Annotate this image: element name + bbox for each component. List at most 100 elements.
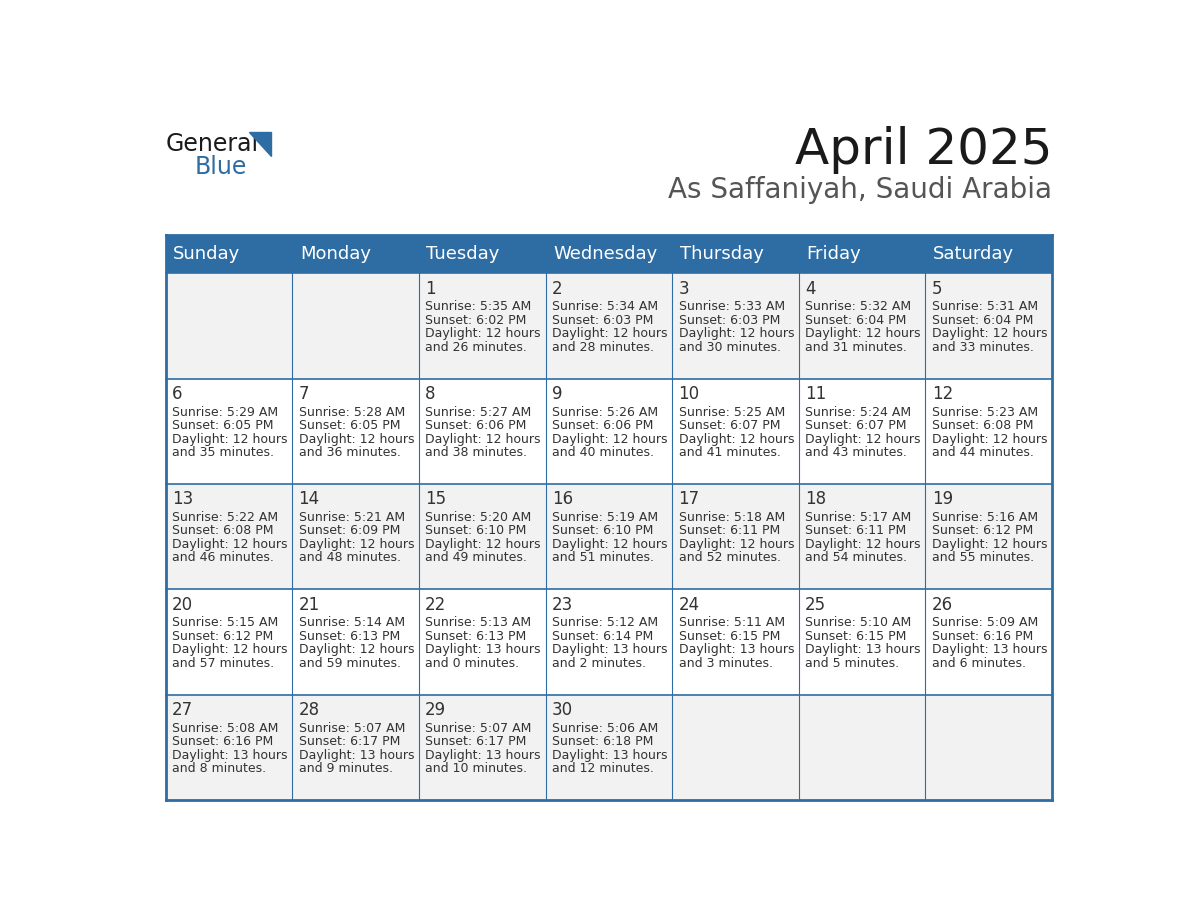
Bar	[925, 274, 1053, 379]
Text: 3: 3	[678, 280, 689, 297]
Text: Sunset: 6:16 PM: Sunset: 6:16 PM	[172, 735, 273, 748]
Text: and 12 minutes.: and 12 minutes.	[552, 762, 653, 775]
Text: Daylight: 13 hours: Daylight: 13 hours	[298, 749, 415, 762]
Bar	[798, 235, 925, 274]
Text: Sunset: 6:09 PM: Sunset: 6:09 PM	[298, 524, 400, 538]
Text: Sunrise: 5:26 AM: Sunrise: 5:26 AM	[552, 406, 658, 419]
Text: 14: 14	[298, 490, 320, 509]
Text: and 51 minutes.: and 51 minutes.	[552, 552, 653, 565]
Text: Sunrise: 5:23 AM: Sunrise: 5:23 AM	[931, 406, 1038, 419]
Text: Sunrise: 5:22 AM: Sunrise: 5:22 AM	[172, 511, 278, 524]
Text: Tuesday: Tuesday	[426, 245, 500, 263]
Text: 20: 20	[172, 596, 192, 613]
Text: and 28 minutes.: and 28 minutes.	[552, 341, 653, 353]
Text: and 6 minutes.: and 6 minutes.	[931, 656, 1025, 670]
Text: and 9 minutes.: and 9 minutes.	[298, 762, 392, 775]
Text: Daylight: 12 hours: Daylight: 12 hours	[425, 328, 541, 341]
Text: 27: 27	[172, 701, 192, 719]
Bar	[165, 589, 292, 695]
Polygon shape	[249, 131, 271, 156]
Text: Daylight: 12 hours: Daylight: 12 hours	[172, 432, 287, 445]
Text: Sunset: 6:05 PM: Sunset: 6:05 PM	[298, 420, 400, 432]
Text: Sunset: 6:10 PM: Sunset: 6:10 PM	[425, 524, 526, 538]
Text: 6: 6	[172, 385, 183, 403]
Text: Daylight: 12 hours: Daylight: 12 hours	[552, 538, 668, 551]
Text: Sunset: 6:15 PM: Sunset: 6:15 PM	[805, 630, 906, 643]
Text: Sunset: 6:16 PM: Sunset: 6:16 PM	[931, 630, 1034, 643]
Text: Sunrise: 5:14 AM: Sunrise: 5:14 AM	[298, 616, 405, 630]
Text: Sunset: 6:03 PM: Sunset: 6:03 PM	[678, 314, 779, 327]
Text: Sunrise: 5:32 AM: Sunrise: 5:32 AM	[805, 300, 911, 313]
Bar	[925, 235, 1053, 274]
Bar	[672, 589, 798, 695]
Text: Friday: Friday	[807, 245, 861, 263]
Text: Sunset: 6:13 PM: Sunset: 6:13 PM	[298, 630, 400, 643]
Text: Sunrise: 5:20 AM: Sunrise: 5:20 AM	[425, 511, 531, 524]
Bar	[419, 235, 545, 274]
Text: Sunset: 6:12 PM: Sunset: 6:12 PM	[172, 630, 273, 643]
Text: Monday: Monday	[299, 245, 371, 263]
Text: Sunrise: 5:11 AM: Sunrise: 5:11 AM	[678, 616, 784, 630]
Text: Sunset: 6:08 PM: Sunset: 6:08 PM	[931, 420, 1034, 432]
Text: April 2025: April 2025	[795, 126, 1053, 174]
Bar	[545, 589, 672, 695]
Text: 9: 9	[552, 385, 562, 403]
Text: Sunset: 6:07 PM: Sunset: 6:07 PM	[805, 420, 906, 432]
Bar	[292, 695, 419, 800]
Text: Sunrise: 5:16 AM: Sunrise: 5:16 AM	[931, 511, 1038, 524]
Text: 1: 1	[425, 280, 436, 297]
Bar	[165, 484, 292, 589]
Text: Sunrise: 5:24 AM: Sunrise: 5:24 AM	[805, 406, 911, 419]
Text: Saturday: Saturday	[933, 245, 1015, 263]
Text: 7: 7	[298, 385, 309, 403]
Text: 10: 10	[678, 385, 700, 403]
Text: Sunrise: 5:09 AM: Sunrise: 5:09 AM	[931, 616, 1038, 630]
Text: 16: 16	[552, 490, 573, 509]
Text: Daylight: 13 hours: Daylight: 13 hours	[552, 644, 668, 656]
Text: and 5 minutes.: and 5 minutes.	[805, 656, 899, 670]
Text: and 54 minutes.: and 54 minutes.	[805, 552, 908, 565]
Text: Daylight: 13 hours: Daylight: 13 hours	[172, 749, 287, 762]
Bar	[798, 695, 925, 800]
Text: Daylight: 12 hours: Daylight: 12 hours	[678, 538, 794, 551]
Text: Daylight: 12 hours: Daylight: 12 hours	[805, 328, 921, 341]
Text: and 49 minutes.: and 49 minutes.	[425, 552, 527, 565]
Bar	[292, 235, 419, 274]
Bar	[165, 235, 292, 274]
Bar	[798, 589, 925, 695]
Text: Sunrise: 5:07 AM: Sunrise: 5:07 AM	[425, 722, 531, 734]
Text: 12: 12	[931, 385, 953, 403]
Bar	[419, 274, 545, 379]
Text: 23: 23	[552, 596, 573, 613]
Text: and 40 minutes.: and 40 minutes.	[552, 446, 653, 459]
Bar	[165, 274, 292, 379]
Text: and 43 minutes.: and 43 minutes.	[805, 446, 908, 459]
Text: Daylight: 12 hours: Daylight: 12 hours	[172, 538, 287, 551]
Text: Daylight: 12 hours: Daylight: 12 hours	[552, 328, 668, 341]
Bar	[165, 379, 292, 484]
Text: Daylight: 13 hours: Daylight: 13 hours	[931, 644, 1048, 656]
Text: Sunset: 6:11 PM: Sunset: 6:11 PM	[678, 524, 779, 538]
Text: Sunrise: 5:31 AM: Sunrise: 5:31 AM	[931, 300, 1038, 313]
Bar	[672, 379, 798, 484]
Bar	[672, 274, 798, 379]
Text: and 26 minutes.: and 26 minutes.	[425, 341, 527, 353]
Text: and 55 minutes.: and 55 minutes.	[931, 552, 1034, 565]
Text: Sunset: 6:08 PM: Sunset: 6:08 PM	[172, 524, 273, 538]
Text: Sunset: 6:10 PM: Sunset: 6:10 PM	[552, 524, 653, 538]
Text: and 8 minutes.: and 8 minutes.	[172, 762, 266, 775]
Text: Daylight: 13 hours: Daylight: 13 hours	[678, 644, 794, 656]
Text: Sunset: 6:11 PM: Sunset: 6:11 PM	[805, 524, 906, 538]
Text: and 41 minutes.: and 41 minutes.	[678, 446, 781, 459]
Text: and 48 minutes.: and 48 minutes.	[298, 552, 400, 565]
Text: Sunrise: 5:35 AM: Sunrise: 5:35 AM	[425, 300, 531, 313]
Text: Sunset: 6:05 PM: Sunset: 6:05 PM	[172, 420, 273, 432]
Bar	[165, 695, 292, 800]
Text: Sunrise: 5:08 AM: Sunrise: 5:08 AM	[172, 722, 278, 734]
Text: 8: 8	[425, 385, 436, 403]
Text: and 36 minutes.: and 36 minutes.	[298, 446, 400, 459]
Text: Sunset: 6:03 PM: Sunset: 6:03 PM	[552, 314, 653, 327]
Text: Sunset: 6:12 PM: Sunset: 6:12 PM	[931, 524, 1034, 538]
Text: 30: 30	[552, 701, 573, 719]
Text: 5: 5	[931, 280, 942, 297]
